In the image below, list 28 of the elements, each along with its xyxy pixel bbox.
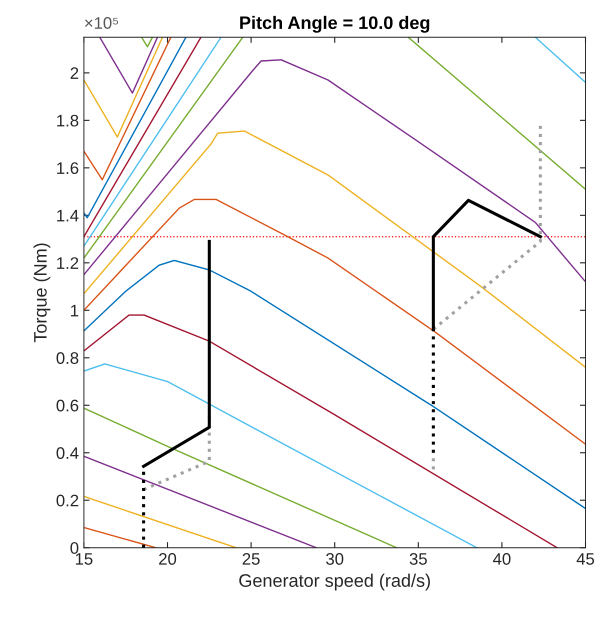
line-series bbox=[84, 314, 558, 548]
y-tick-label: 1.8 bbox=[57, 114, 78, 127]
y-tick-label: 1.6 bbox=[57, 162, 78, 174]
y-tick-label: 2 bbox=[70, 67, 78, 79]
line-series bbox=[84, 59, 586, 282]
text: ×10⁵ bbox=[85, 17, 118, 29]
x-tick-label: 15 bbox=[76, 553, 92, 565]
y-tick-label: 0.8 bbox=[56, 352, 78, 364]
x-tick-label: 20 bbox=[159, 553, 176, 565]
line-series bbox=[84, 363, 478, 548]
x-axis-title: Generator speed (rad/s) bbox=[239, 574, 430, 591]
chart-title: Pitch Angle = 10.0 deg bbox=[240, 16, 430, 33]
x-tick-label: 25 bbox=[242, 553, 260, 565]
y-tick-label: 0.2 bbox=[56, 494, 78, 506]
y-tick-label: 0.6 bbox=[56, 400, 78, 412]
x-tick-label: 40 bbox=[493, 553, 511, 565]
y-tick-label: 1.4 bbox=[57, 210, 79, 222]
line-series bbox=[84, 198, 586, 445]
x-tick-label: 35 bbox=[410, 553, 427, 565]
y-tick-label: 0 bbox=[70, 542, 78, 554]
x-tick-label: 30 bbox=[326, 553, 344, 565]
line-series bbox=[84, 260, 586, 510]
y-tick-label: 1 bbox=[71, 304, 78, 316]
y-tick-label: 0.4 bbox=[56, 447, 79, 459]
y-axis-title: Torque (Nm) bbox=[33, 243, 50, 342]
y-tick-label: 1.2 bbox=[57, 257, 78, 269]
x-tick-label: 45 bbox=[576, 553, 594, 565]
line-series bbox=[84, 130, 586, 368]
